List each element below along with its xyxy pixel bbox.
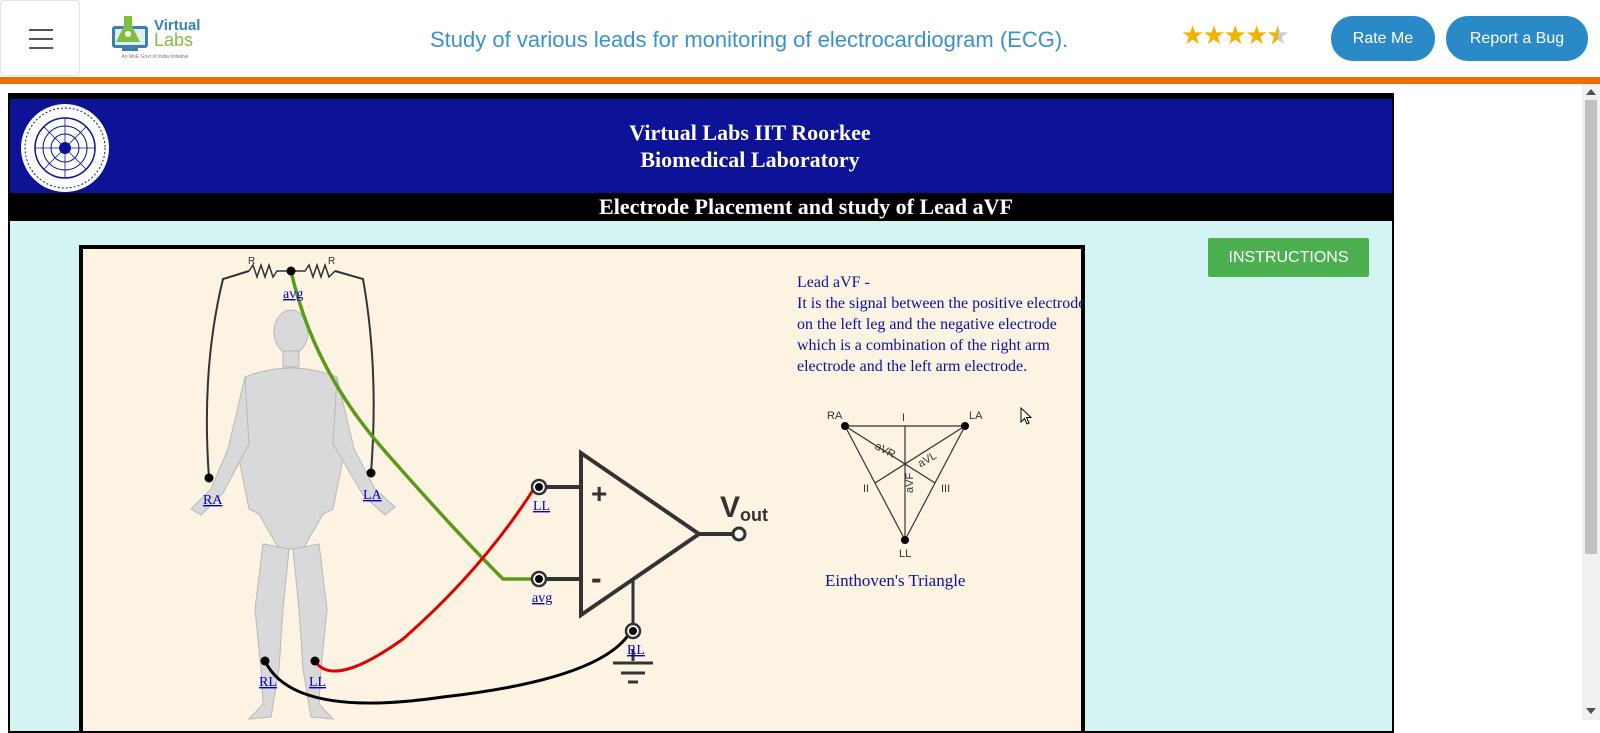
lead2-label: II	[863, 483, 869, 495]
rl-ground-wire	[263, 630, 633, 705]
resistor-label-left: R	[248, 256, 255, 267]
avg-node[interactable]	[286, 266, 296, 276]
avr-label: aVR	[873, 440, 898, 461]
experiment-title: Study of various leads for monitoring of…	[430, 27, 1069, 52]
logo-line1: Virtual	[154, 17, 201, 34]
ll-label[interactable]: LL	[309, 675, 326, 690]
triangle-ra-label: RA	[827, 410, 843, 422]
lead-description-heading: Lead aVF -	[797, 274, 870, 291]
hamburger-icon	[29, 29, 53, 31]
lead-description: Lead aVF - It is the signal between the …	[797, 272, 1087, 377]
lead1-label: I	[902, 412, 905, 424]
simulation-frame: Virtual Labs IIT Roorkee Biomedical Labo…	[8, 93, 1394, 733]
iit-roorkee-emblem-icon	[21, 104, 109, 192]
rl-electrode[interactable]	[260, 656, 270, 666]
star-icon: ★	[1181, 20, 1204, 50]
ground-terminal-dot	[629, 627, 637, 635]
ll-electrode[interactable]	[310, 656, 320, 666]
hamburger-icon	[29, 47, 53, 49]
star-icon: ★	[1202, 20, 1225, 50]
la-label[interactable]: LA	[363, 488, 383, 503]
star-icon: ★	[1223, 20, 1247, 50]
rl-label[interactable]: RL	[259, 675, 277, 690]
minus-input-dot	[535, 575, 543, 583]
header-line1: Virtual Labs IIT Roorkee	[629, 120, 871, 145]
la-electrode[interactable]	[366, 468, 376, 478]
op-amp-symbol: + -	[542, 449, 747, 631]
experiment-subtitle: Electrode Placement and study of Lead aV…	[599, 194, 1013, 219]
ground-icon	[613, 649, 653, 684]
header-line2: Biomedical Laboratory	[640, 147, 860, 172]
hamburger-icon	[29, 38, 53, 40]
star-rating: ★★★★★	[1181, 20, 1290, 51]
page-scrollbar[interactable]	[1582, 84, 1600, 720]
virtual-labs-logo[interactable]: Virtual Labs An MoE Govt of India Initia…	[110, 12, 200, 64]
star-icon: ★	[1244, 20, 1268, 50]
human-body-figure	[190, 309, 396, 720]
lab-header-title: Virtual Labs IIT Roorkee Biomedical Labo…	[10, 119, 1392, 173]
ra-lead-wire	[205, 270, 250, 479]
ra-label[interactable]: RA	[203, 493, 223, 508]
resistor-right	[291, 262, 336, 280]
logo-line2: Labs	[154, 30, 194, 50]
minus-input-label[interactable]: avg	[532, 591, 552, 606]
ra-electrode[interactable]	[204, 473, 214, 483]
half-star-icon: ★	[1266, 20, 1289, 51]
avg-label[interactable]: avg	[283, 287, 303, 302]
plus-icon: +	[591, 478, 607, 509]
top-navbar: Virtual Labs An MoE Govt of India Initia…	[0, 0, 1600, 84]
triangle-ll-label: LL	[899, 548, 911, 560]
scrollbar-thumb[interactable]	[1585, 100, 1597, 554]
lead-avf-circuit-diagram: R R RA LA RL LL avg	[190, 256, 983, 720]
mouse-cursor-icon	[1020, 407, 1033, 425]
logo-tagline: An MoE Govt of India Initiative	[121, 54, 189, 60]
instructions-button[interactable]: INSTRUCTIONS	[1208, 238, 1369, 277]
avl-label: aVL	[916, 450, 939, 470]
experiment-subtitle-bar: Electrode Placement and study of Lead aV…	[10, 193, 1392, 221]
vout-label: Vout	[720, 491, 768, 525]
avf-label: aVF	[904, 473, 916, 493]
plus-input-label[interactable]: LL	[533, 499, 550, 514]
avg-wire	[289, 270, 535, 581]
scroll-up-icon[interactable]	[1586, 89, 1596, 95]
lab-header: Virtual Labs IIT Roorkee Biomedical Labo…	[10, 95, 1392, 193]
lead-description-body: It is the signal between the positive el…	[797, 295, 1086, 375]
resistor-label-right: R	[328, 256, 335, 267]
logo-wordmark: Virtual Labs	[154, 17, 201, 50]
ground-terminal-label[interactable]: RL	[627, 643, 645, 658]
rate-me-button[interactable]: Rate Me	[1331, 16, 1435, 61]
lead3-label: III	[941, 483, 950, 495]
einthoven-caption: Einthoven's Triangle	[825, 571, 966, 590]
menu-button[interactable]	[0, 0, 80, 76]
plus-input-dot	[535, 483, 543, 491]
simulation-panel: R R RA LA RL LL avg	[79, 245, 1087, 731]
report-bug-button[interactable]: Report a Bug	[1446, 16, 1588, 61]
scroll-down-icon[interactable]	[1586, 708, 1596, 714]
triangle-la-label: LA	[969, 410, 983, 422]
accent-divider	[0, 77, 1600, 84]
einthoven-triangle-diagram: RA LA LL I II III aVR aVL aVF	[827, 410, 983, 560]
resistor-left	[248, 262, 291, 280]
ll-wire	[313, 486, 537, 673]
minus-icon: -	[591, 560, 602, 596]
flask-icon	[112, 16, 148, 51]
la-lead-wire	[334, 270, 375, 474]
